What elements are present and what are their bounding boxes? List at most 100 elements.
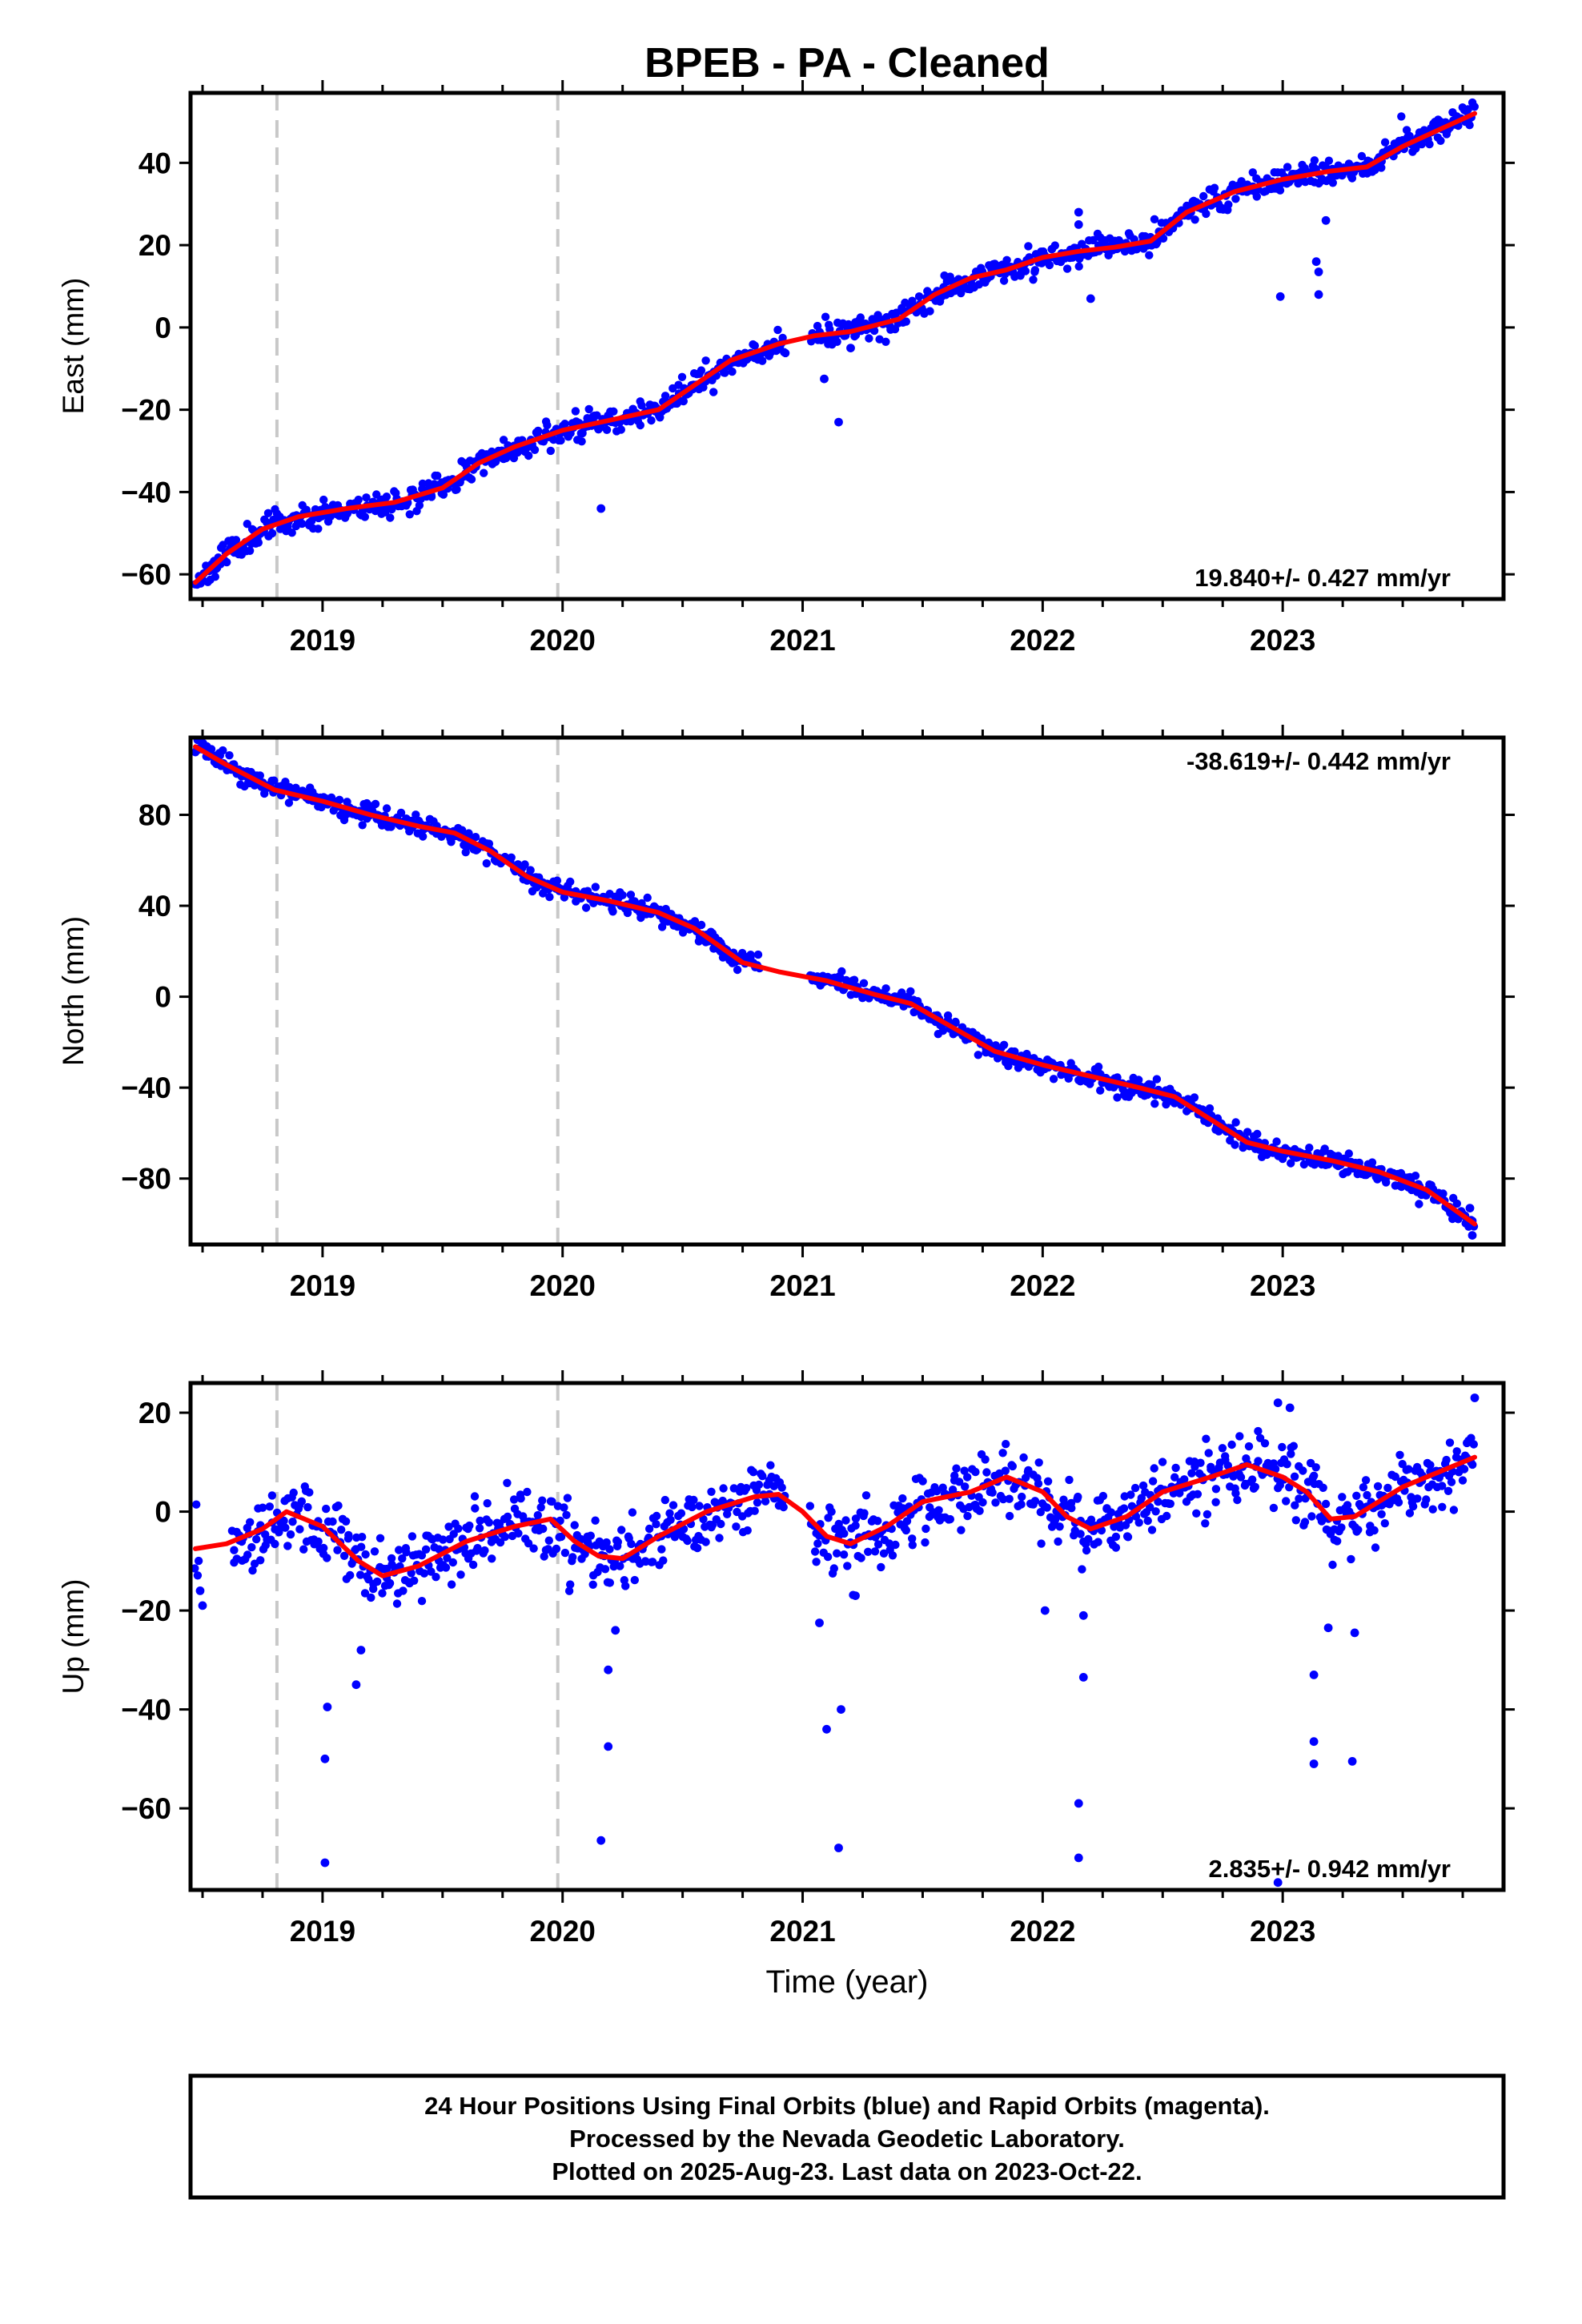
data-point (1380, 138, 1390, 147)
data-point (520, 860, 529, 869)
data-point (688, 1502, 697, 1512)
outlier-point (1086, 294, 1095, 304)
data-point (870, 1547, 880, 1556)
data-point (427, 1567, 436, 1576)
data-point (1218, 1444, 1227, 1453)
data-point (357, 1542, 366, 1551)
data-point (1442, 1455, 1451, 1465)
data-point (1404, 1465, 1413, 1474)
data-point (879, 1549, 889, 1558)
data-point (881, 984, 890, 993)
data-point (1417, 139, 1427, 149)
data-point (1260, 1439, 1270, 1448)
data-point (1447, 1478, 1456, 1486)
data-point (591, 1516, 600, 1525)
data-point (1361, 1476, 1371, 1485)
data-point (750, 1506, 759, 1515)
data-point (1295, 1494, 1303, 1503)
data-point (709, 388, 718, 396)
data-point (387, 1554, 396, 1563)
data-point (861, 1491, 871, 1500)
data-point (267, 1491, 277, 1500)
data-point (1119, 1504, 1129, 1513)
data-point (827, 1507, 836, 1516)
data-point (963, 1511, 972, 1521)
footer-box: 24 Hour Positions Using Final Orbits (bl… (188, 2073, 1506, 2200)
data-point (1021, 267, 1030, 275)
data-point (563, 1494, 572, 1502)
data-point (284, 798, 294, 807)
data-point (856, 313, 865, 322)
data-point (287, 529, 296, 537)
x-tick-label: 2023 (1250, 1269, 1315, 1302)
outlier-point (604, 1742, 613, 1751)
data-point (1010, 1047, 1019, 1056)
data-point (307, 517, 316, 525)
data-point (1436, 136, 1445, 145)
data-point (523, 1487, 532, 1497)
data-point (580, 1550, 589, 1558)
data-point (465, 1521, 474, 1530)
data-point (1283, 163, 1292, 171)
data-point (1291, 1516, 1301, 1525)
data-point (405, 510, 414, 519)
data-point (918, 1477, 927, 1486)
data-point (963, 1473, 972, 1482)
data-point (873, 1540, 883, 1549)
data-point (441, 1563, 451, 1572)
data-point (754, 1480, 764, 1490)
data-point (743, 1526, 752, 1535)
data-point (1202, 209, 1211, 219)
data-point (344, 1530, 353, 1540)
data-point (669, 1501, 678, 1510)
data-point (1094, 1538, 1102, 1546)
data-point (562, 1510, 571, 1520)
data-point (1175, 1489, 1184, 1498)
data-point (605, 1578, 614, 1587)
data-point (543, 420, 552, 430)
y-tick-label: 0 (155, 1496, 171, 1529)
data-point (1469, 1440, 1479, 1449)
data-point (914, 292, 924, 301)
data-point (302, 505, 311, 514)
data-point (998, 1449, 1007, 1458)
footer-line-2: Processed by the Nevada Geodetic Laborat… (569, 2125, 1125, 2153)
data-point (362, 493, 371, 502)
data-point (859, 979, 869, 988)
x-tick-label: 2020 (530, 1269, 596, 1302)
data-point (609, 407, 618, 416)
y-tick-label: 80 (139, 799, 171, 832)
data-point (382, 804, 391, 813)
data-point (761, 1497, 770, 1506)
x-tick-label: 2019 (290, 1269, 355, 1302)
data-point (341, 1517, 351, 1526)
data-point (1413, 1494, 1422, 1503)
data-point (1221, 1452, 1230, 1461)
outlier-point (1074, 207, 1083, 217)
data-point (418, 479, 428, 489)
data-point (608, 907, 617, 916)
data-point (435, 1545, 444, 1554)
x-tick-label: 2019 (290, 624, 355, 657)
data-point (560, 1503, 568, 1512)
data-point (258, 1503, 267, 1512)
data-point (1383, 1483, 1392, 1493)
data-point (1170, 1473, 1179, 1482)
data-point (1411, 1172, 1420, 1180)
data-point (507, 853, 516, 862)
data-point (420, 1569, 429, 1578)
outlier-point (323, 1703, 332, 1711)
data-point (715, 1534, 724, 1542)
x-tick-label: 2021 (769, 1269, 835, 1302)
outlier-point (611, 1626, 620, 1635)
data-point (328, 1517, 337, 1526)
data-point (1425, 139, 1434, 149)
data-point (1310, 156, 1319, 165)
data-point (546, 446, 555, 456)
data-point (358, 821, 367, 830)
data-point (408, 1532, 417, 1541)
data-point (1166, 1499, 1175, 1509)
data-point (812, 1558, 821, 1566)
data-point (1295, 178, 1303, 187)
data-point (1030, 1497, 1040, 1506)
